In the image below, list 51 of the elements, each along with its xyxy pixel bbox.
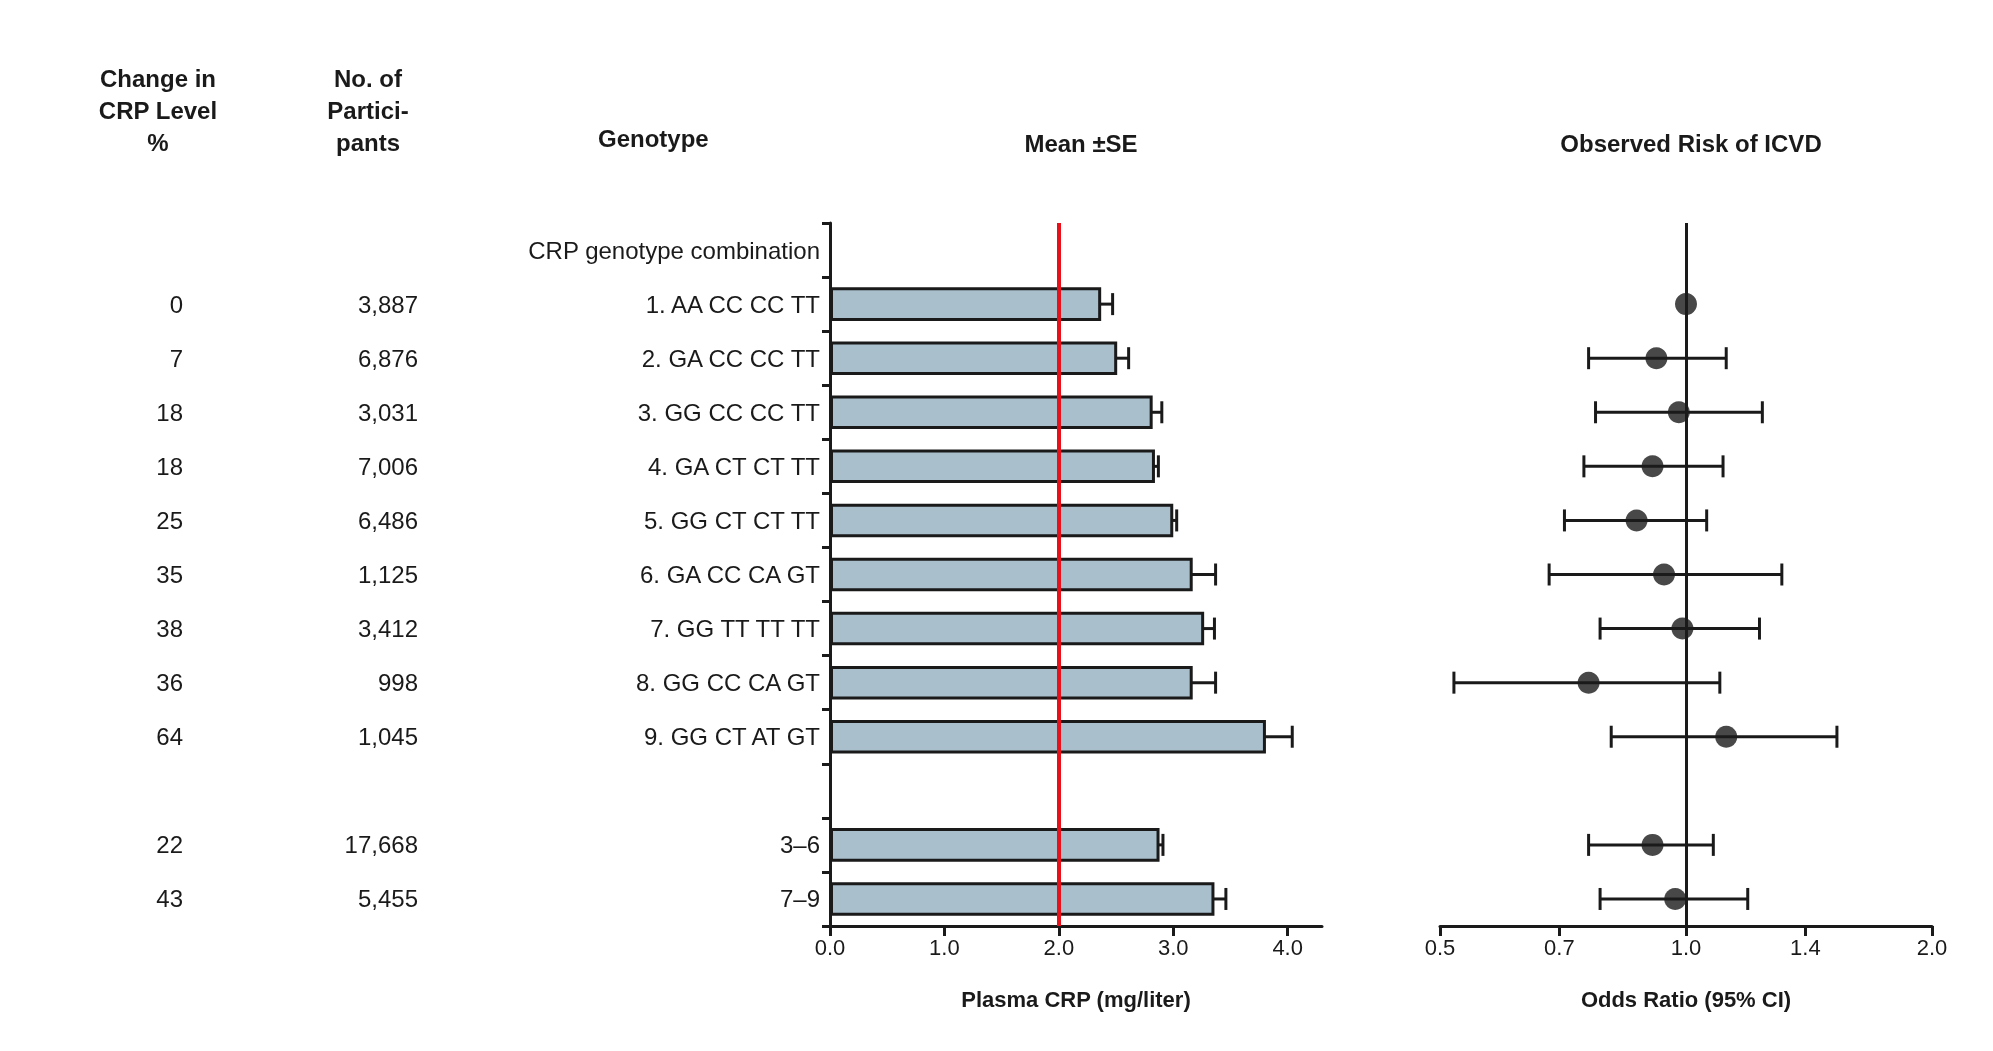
y-tick-label: 1. AA CC CC TT xyxy=(645,290,821,318)
y-tick-label: 3. GG CC CC TT xyxy=(637,398,821,426)
text: 5,455 xyxy=(357,885,418,913)
y-tick-label: 7–9 xyxy=(779,885,820,913)
text: 0 xyxy=(169,290,183,318)
x-tick-label: 1.0 xyxy=(929,934,960,960)
text: 3,887 xyxy=(357,290,418,318)
y-tick-label: CRP genotype combination xyxy=(528,236,820,264)
x-tick-label: 3.0 xyxy=(1157,934,1189,960)
text: 36 xyxy=(156,669,183,697)
x-axis-title: Odds Ratio (95% CI) xyxy=(1580,986,1792,1012)
y-tick-label: 3–6 xyxy=(779,831,820,859)
x-axis-title: Plasma CRP (mg/liter) xyxy=(961,986,1191,1012)
chart-title: Mean ±SE xyxy=(1024,129,1138,157)
text: 22 xyxy=(156,831,183,859)
chart-title: Observed Risk of ICVD xyxy=(1560,129,1822,157)
y-axis-title: Genotype xyxy=(598,124,709,152)
x-tick-label: 0.7 xyxy=(1544,934,1575,960)
text: 7,006 xyxy=(357,452,418,480)
x-tick-label: 0.0 xyxy=(814,934,846,960)
y-tick-label: 6. GA CC CA GT xyxy=(639,561,821,588)
text: 18 xyxy=(156,452,183,480)
y-tick-label: 8. GG CC CA GT xyxy=(635,669,821,697)
y-tick-label: 7. GG TT TT TT xyxy=(650,615,821,643)
y-tick-label: 2. GA CC CC TT xyxy=(641,344,821,372)
text: 1,125 xyxy=(357,561,418,588)
x-tick-label: 0.5 xyxy=(1424,934,1456,960)
text: 35 xyxy=(156,561,183,588)
x-tick-label: 2.0 xyxy=(1916,934,1948,960)
y-tick-label: 5. GG CT CT TT xyxy=(643,506,821,534)
text: No. of Partici- pants xyxy=(327,64,409,156)
text: 7 xyxy=(169,344,183,372)
x-tick-label: 1.0 xyxy=(1670,934,1702,960)
text: 17,668 xyxy=(344,831,418,859)
x-tick-label: 2.0 xyxy=(1043,934,1075,960)
text: 3,412 xyxy=(357,615,418,643)
text: 43 xyxy=(156,885,183,913)
text: 18 xyxy=(156,398,183,426)
text: 25 xyxy=(156,506,183,534)
text: 6,876 xyxy=(357,344,418,372)
x-tick-label: 4.0 xyxy=(1272,934,1303,960)
text: 1,045 xyxy=(357,723,418,751)
text: 64 xyxy=(156,723,183,751)
text: 3,031 xyxy=(357,398,418,426)
x-tick-label: 1.4 xyxy=(1790,934,1821,960)
text: 998 xyxy=(377,669,418,697)
text: 6,486 xyxy=(357,506,418,534)
text: Change in CRP Level % xyxy=(98,64,218,156)
text: 38 xyxy=(156,615,183,643)
y-tick-label: 4. GA CT CT TT xyxy=(647,452,821,480)
y-tick-label: 9. GG CT AT GT xyxy=(643,723,821,751)
